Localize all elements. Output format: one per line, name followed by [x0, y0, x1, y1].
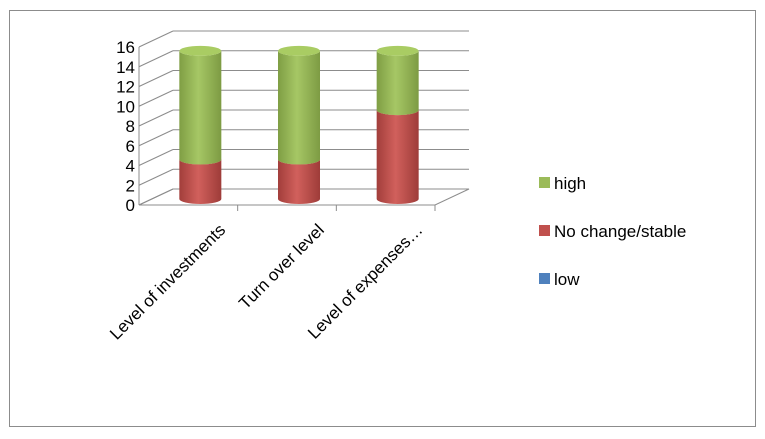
legend: high No change/stable low — [539, 174, 686, 289]
chart-area: 0 2 4 6 8 10 12 14 16 Level of investments Turn ov… — [9, 10, 756, 427]
side-gridline-4 — [138, 109, 174, 127]
bar-0-no-change-stable — [179, 159, 222, 205]
side-gridline-3 — [138, 129, 174, 147]
legend-swatch-low — [539, 273, 550, 284]
bar-0-high — [179, 50, 222, 165]
axes — [138, 47, 470, 211]
y-tick-label-16: 16 — [116, 38, 135, 57]
bar-2-no-change-stable — [376, 110, 419, 205]
y-tick-label-2: 2 — [126, 176, 135, 195]
side-gridline-5 — [138, 89, 174, 107]
x-category-label-1: Turn over level — [235, 220, 327, 312]
legend-swatch-no-change-stable — [539, 225, 550, 236]
y-tick-label-6: 6 — [126, 137, 135, 156]
bars — [179, 45, 419, 205]
legend-swatch-high — [539, 177, 550, 188]
y-tick-label-12: 12 — [116, 78, 135, 97]
gridlines — [138, 30, 469, 206]
bar-1-high — [278, 50, 320, 165]
bar-2-high — [376, 50, 419, 116]
y-tick-label-0: 0 — [126, 196, 135, 215]
y-tick-label-14: 14 — [116, 58, 135, 77]
bar-cap-0-2 — [179, 45, 222, 56]
legend-label-high: high — [554, 174, 586, 193]
y-tick-label-8: 8 — [126, 117, 135, 136]
bar-1-no-change-stable — [278, 159, 320, 204]
x-category-label-0: Level of investments — [106, 220, 229, 343]
side-gridline-2 — [138, 149, 174, 166]
side-gridline-8 — [138, 30, 174, 48]
side-gridline-6 — [138, 70, 174, 87]
legend-label-low: low — [554, 270, 580, 289]
side-gridline-7 — [138, 50, 174, 68]
y-tick-label-4: 4 — [126, 157, 135, 176]
bar-cap-1-2 — [278, 45, 320, 56]
side-gridline-1 — [138, 168, 174, 186]
legend-label-no-change-stable: No change/stable — [554, 222, 686, 241]
bar-cap-2-2 — [376, 45, 419, 56]
y-tick-label-10: 10 — [116, 97, 135, 116]
